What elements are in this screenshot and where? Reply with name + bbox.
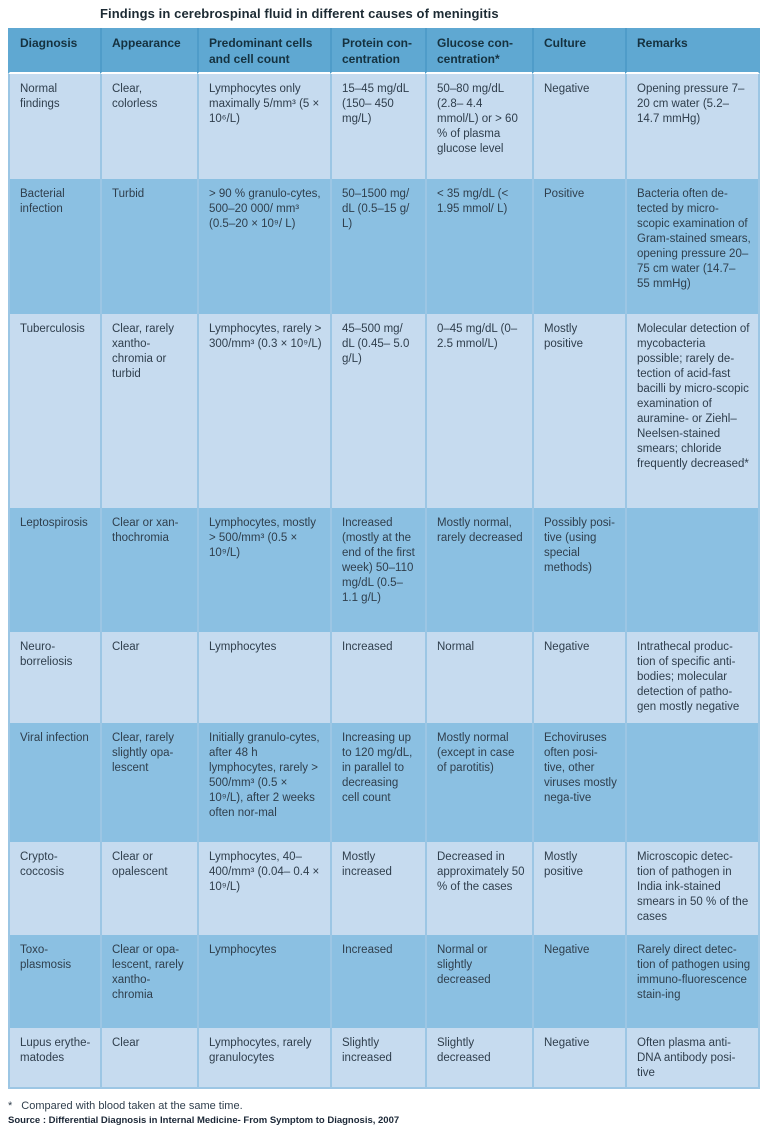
footnote-text: Compared with blood taken at the same ti… — [21, 1100, 243, 1113]
table-header-row: Diagnosis Appearance Predominant cells a… — [8, 28, 760, 75]
cell-glucose: 0–45 mg/dL (0–2.5 mmol/L) — [425, 314, 532, 509]
header-protein-concentration: Protein con-centration — [330, 28, 425, 75]
header-appearance: Appearance — [100, 28, 197, 75]
cell-appearance: Clear or opa-lescent, rarely xantho-chro… — [100, 935, 197, 1029]
cell-diagnosis: Tuberculosis — [8, 314, 100, 509]
header-predominant-cells: Predominant cells and cell count — [197, 28, 330, 75]
cell-protein: Increasing up to 120 mg/dL, in parallel … — [330, 723, 425, 843]
cell-protein: Increased — [330, 632, 425, 724]
cell-predominant-cells: Lymphocytes — [197, 632, 330, 724]
cell-predominant-cells: Lymphocytes — [197, 935, 330, 1029]
cell-diagnosis: Toxo-plasmosis — [8, 935, 100, 1029]
cell-predominant-cells: Lymphocytes, rarely granulocytes — [197, 1028, 330, 1090]
table-row: Lupus erythe-matodes Clear Lymphocytes, … — [8, 1028, 760, 1090]
cell-glucose: Mostly normal (except in case of parotit… — [425, 723, 532, 843]
cell-remarks: Microscopic detec-tion of pathogen in In… — [625, 842, 760, 936]
cell-diagnosis: Neuro-borreliosis — [8, 632, 100, 724]
cell-glucose: Slightly decreased — [425, 1028, 532, 1090]
cell-glucose: 50–80 mg/dL (2.8– 4.4 mmol/L) or > 60 % … — [425, 74, 532, 180]
table-row: Neuro-borreliosis Clear Lymphocytes Incr… — [8, 632, 760, 724]
cell-appearance: Clear or xan-thochromia — [100, 508, 197, 633]
table-row: Viral infection Clear, rarely slightly o… — [8, 723, 760, 843]
cell-culture: Echoviruses often posi-tive, other virus… — [532, 723, 625, 843]
cell-culture: Possibly posi-tive (using special method… — [532, 508, 625, 633]
cell-remarks: Rarely direct detec-tion of pathogen usi… — [625, 935, 760, 1029]
cell-culture: Mostly positive — [532, 314, 625, 509]
footnote-asterisk: * Compared with blood taken at the same t… — [8, 1100, 768, 1112]
source-line: Source : Differential Diagnosis in Inter… — [8, 1115, 400, 1127]
cell-protein: 50–1500 mg/ dL (0.5–15 g/ L) — [330, 179, 425, 315]
cell-diagnosis: Normal findings — [8, 74, 100, 180]
cell-remarks: Intrathecal produc-tion of specific anti… — [625, 632, 760, 724]
table-row: Leptospirosis Clear or xan-thochromia Ly… — [8, 508, 760, 633]
cell-appearance: Clear, rarely xantho-chromia or turbid — [100, 314, 197, 509]
header-culture: Culture — [532, 28, 625, 75]
cell-appearance: Clear — [100, 1028, 197, 1090]
cell-diagnosis: Lupus erythe-matodes — [8, 1028, 100, 1090]
header-remarks: Remarks — [625, 28, 760, 75]
footnote-marker: * — [8, 1100, 13, 1113]
cell-diagnosis: Viral infection — [8, 723, 100, 843]
table-row: Toxo-plasmosis Clear or opa-lescent, rar… — [8, 935, 760, 1029]
cell-appearance: Clear — [100, 632, 197, 724]
cell-appearance: Clear, colorless — [100, 74, 197, 180]
header-glucose-concentration: Glucose con-centration* — [425, 28, 532, 75]
table-row: Bacterial infection Turbid > 90 % granul… — [8, 179, 760, 315]
cell-protein: 45–500 mg/ dL (0.45– 5.0 g/L) — [330, 314, 425, 509]
cell-glucose: Decreased in approximately 50 % of the c… — [425, 842, 532, 936]
cell-culture: Mostly positive — [532, 842, 625, 936]
cell-culture: Positive — [532, 179, 625, 315]
cell-diagnosis: Bacterial infection — [8, 179, 100, 315]
cell-predominant-cells: Lymphocytes, 40– 400/mm³ (0.04– 0.4 × 10… — [197, 842, 330, 936]
cell-remarks: Often plasma anti-DNA antibody posi-tive — [625, 1028, 760, 1090]
cell-glucose: Normal or slightly decreased — [425, 935, 532, 1029]
cell-protein: 15–45 mg/dL (150– 450 mg/L) — [330, 74, 425, 180]
cell-culture: Negative — [532, 935, 625, 1029]
cell-culture: Negative — [532, 1028, 625, 1090]
table-row: Normal findings Clear, colorless Lymphoc… — [8, 74, 760, 180]
cell-culture: Negative — [532, 74, 625, 180]
cell-remarks — [625, 723, 760, 843]
cell-predominant-cells: Lymphocytes, rarely > 300/mm³ (0.3 × 10⁹… — [197, 314, 330, 509]
cell-appearance: Turbid — [100, 179, 197, 315]
cell-diagnosis: Leptospirosis — [8, 508, 100, 633]
cell-glucose: Normal — [425, 632, 532, 724]
cell-protein: Mostly increased — [330, 842, 425, 936]
table-row: Crypto-coccosis Clear or opalescent Lymp… — [8, 842, 760, 936]
cell-glucose: Mostly normal, rarely decreased — [425, 508, 532, 633]
cell-predominant-cells: Lymphocytes only maximally 5/mm³ (5 × 10… — [197, 74, 330, 180]
cell-predominant-cells: > 90 % granulo-cytes, 500–20 000/ mm³ (0… — [197, 179, 330, 315]
page-title: Findings in cerebrospinal fluid in diffe… — [100, 6, 499, 21]
table-row: Tuberculosis Clear, rarely xantho-chromi… — [8, 314, 760, 509]
cell-culture: Negative — [532, 632, 625, 724]
cell-remarks: Molecular detection of mycobacteria poss… — [625, 314, 760, 509]
csf-findings-table: Diagnosis Appearance Predominant cells a… — [8, 28, 760, 1090]
cell-remarks: Bacteria often de-tected by micro-scopic… — [625, 179, 760, 315]
cell-protein: Increased — [330, 935, 425, 1029]
cell-protein: Increased (mostly at the end of the firs… — [330, 508, 425, 633]
cell-remarks — [625, 508, 760, 633]
cell-glucose: < 35 mg/dL (< 1.95 mmol/ L) — [425, 179, 532, 315]
header-diagnosis: Diagnosis — [8, 28, 100, 75]
cell-protein: Slightly increased — [330, 1028, 425, 1090]
cell-predominant-cells: Lymphocytes, mostly > 500/mm³ (0.5 × 10⁹… — [197, 508, 330, 633]
cell-appearance: Clear, rarely slightly opa-lescent — [100, 723, 197, 843]
cell-remarks: Opening pressure 7–20 cm water (5.2–14.7… — [625, 74, 760, 180]
cell-appearance: Clear or opalescent — [100, 842, 197, 936]
cell-diagnosis: Crypto-coccosis — [8, 842, 100, 936]
cell-predominant-cells: Initially granulo-cytes, after 48 h lymp… — [197, 723, 330, 843]
